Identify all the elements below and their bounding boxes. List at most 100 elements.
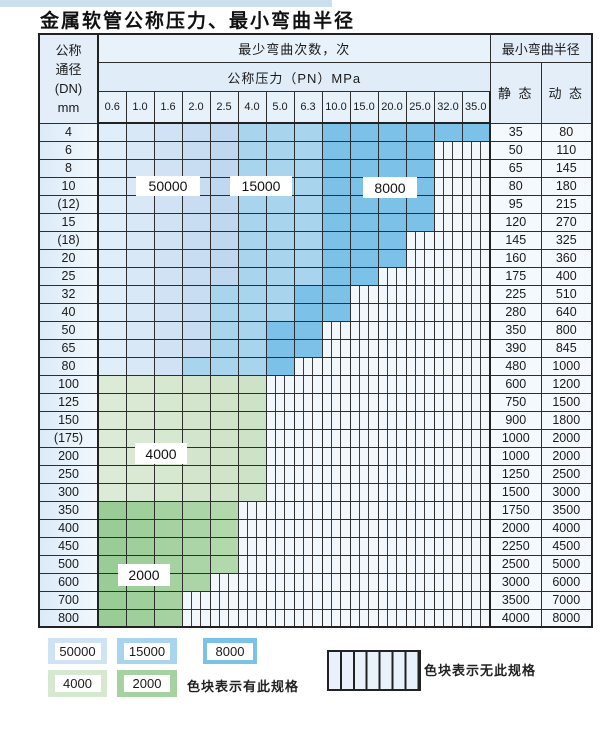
cell-8000	[321, 302, 351, 322]
cell-4000	[209, 446, 239, 466]
zone-label-4000: 4000	[135, 443, 187, 464]
page-title: 金属软管公称压力、最小弯曲半径	[40, 11, 356, 32]
cell-50000	[97, 122, 127, 142]
cell-no-spec	[377, 554, 407, 574]
cell-no-spec	[433, 194, 463, 214]
cell-4000	[181, 374, 211, 394]
cell-50000	[181, 212, 211, 232]
cell-no-spec	[377, 374, 407, 394]
cell-no-spec	[265, 410, 295, 430]
static-radius-value: 900	[489, 410, 542, 430]
static-radius-value: 350	[489, 320, 542, 340]
dn-cell: 50	[38, 320, 99, 340]
header-bend-cycles: 最少弯曲次数，次	[97, 33, 491, 63]
cell-8000	[321, 230, 351, 250]
legend-swatch-value: 8000	[207, 642, 253, 660]
dynamic-radius-value: 7000	[540, 590, 593, 610]
cell-no-spec	[265, 392, 295, 412]
cell-50000	[97, 140, 127, 160]
cell-15000	[209, 356, 239, 376]
table-row: 10 80 180	[38, 176, 593, 196]
cell-15000	[237, 230, 267, 250]
cell-15000	[237, 140, 267, 160]
cell-50000	[181, 302, 211, 322]
cell-15000	[293, 194, 323, 214]
cell-no-spec	[405, 284, 435, 304]
cell-no-spec	[377, 302, 407, 322]
cell-no-spec	[265, 446, 295, 466]
cell-no-spec	[181, 590, 211, 610]
cell-8000	[349, 248, 379, 268]
dynamic-radius-value: 400	[540, 266, 593, 286]
cell-8000	[433, 122, 463, 142]
header-min-bend-radius: 最小弯曲半径	[489, 33, 593, 63]
table-row: (175) 1000 2000	[38, 428, 593, 448]
cell-no-spec	[181, 608, 211, 628]
cell-4000	[237, 374, 267, 394]
cell-no-spec	[377, 266, 407, 286]
cell-no-spec	[433, 572, 463, 592]
cell-4000	[97, 482, 127, 502]
cell-no-spec	[321, 518, 351, 538]
table-row: 800 4000 8000	[38, 608, 593, 628]
cell-no-spec	[349, 590, 379, 610]
cell-no-spec	[265, 590, 295, 610]
cell-no-spec	[377, 392, 407, 412]
cell-50000	[97, 194, 127, 214]
cell-no-spec	[377, 356, 407, 376]
cell-no-spec	[461, 320, 491, 340]
static-radius-value: 35	[489, 122, 542, 142]
table-row: 100 600 1200	[38, 374, 593, 394]
cell-no-spec	[265, 482, 295, 502]
cell-no-spec	[349, 320, 379, 340]
cell-no-spec	[405, 500, 435, 520]
table-row: 32 225 510	[38, 284, 593, 304]
cell-50000	[125, 122, 155, 142]
cell-2000	[125, 590, 155, 610]
header-static: 静 态	[489, 62, 542, 124]
zone-label-2000: 2000	[118, 564, 170, 586]
pressure-col-header: 35.0	[461, 91, 491, 124]
cell-no-spec	[405, 608, 435, 628]
cell-4000	[237, 464, 267, 484]
table-row: 8 65 145	[38, 158, 593, 178]
cell-15000	[293, 230, 323, 250]
cell-8000	[265, 320, 295, 340]
cell-no-spec	[433, 356, 463, 376]
cell-no-spec	[321, 374, 351, 394]
cell-2000	[97, 536, 127, 556]
cell-no-spec	[265, 518, 295, 538]
cell-15000	[209, 302, 239, 322]
cell-4000	[97, 446, 127, 466]
cell-no-spec	[461, 464, 491, 484]
cell-no-spec	[405, 374, 435, 394]
cell-50000	[125, 140, 155, 160]
cell-no-spec	[433, 482, 463, 502]
cell-2000	[181, 554, 211, 574]
dynamic-radius-value: 2500	[540, 464, 593, 484]
cell-15000	[293, 158, 323, 178]
static-radius-value: 480	[489, 356, 542, 376]
cell-no-spec	[377, 410, 407, 430]
cell-50000	[97, 356, 127, 376]
static-radius-value: 225	[489, 284, 542, 304]
pressure-col-header: 2.0	[181, 91, 211, 124]
cell-no-spec	[433, 392, 463, 412]
table-row: 65 390 845	[38, 338, 593, 358]
cell-4000	[181, 446, 211, 466]
cell-no-spec	[461, 140, 491, 160]
cell-4000	[97, 374, 127, 394]
zone-label-8000: 8000	[363, 177, 417, 198]
cell-no-spec	[433, 428, 463, 448]
dn-cell: 800	[38, 608, 99, 628]
static-radius-value: 280	[489, 302, 542, 322]
cell-no-spec	[377, 338, 407, 358]
cell-no-spec	[377, 284, 407, 304]
header-dn-line: 通径	[55, 61, 82, 77]
dynamic-radius-value: 270	[540, 212, 593, 232]
pressure-col-header: 1.6	[153, 91, 183, 124]
cell-no-spec	[461, 338, 491, 358]
cell-4000	[125, 374, 155, 394]
cell-no-spec	[461, 176, 491, 196]
cell-no-spec	[265, 554, 295, 574]
